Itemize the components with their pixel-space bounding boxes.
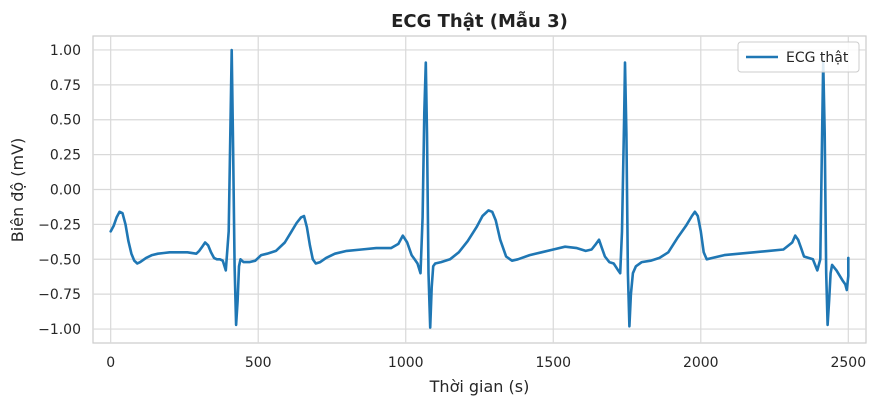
y-tick-label: −0.50 (38, 252, 81, 268)
x-tick-label: 1000 (388, 355, 424, 371)
x-tick-label: 500 (245, 355, 272, 371)
x-tick-labels: 0 500 1000 1500 2000 2500 (106, 355, 866, 371)
x-tick-label: 1500 (535, 355, 571, 371)
chart-title: ECG Thật (Mẫu 3) (391, 10, 568, 32)
x-axis-label: Thời gian (s) (429, 377, 530, 396)
y-tick-labels: −1.00 −0.75 −0.50 −0.25 0.00 0.25 0.50 0.75 1.00 (38, 43, 81, 338)
x-tick-label: 2500 (830, 355, 866, 371)
legend-box (737, 41, 860, 73)
x-tick-label: 2000 (683, 355, 719, 371)
y-tick-label: 1.00 (50, 43, 81, 59)
legend-label: ECG thật (786, 50, 849, 66)
y-tick-label: 0.00 (50, 183, 81, 199)
y-tick-label: −1.00 (38, 322, 81, 338)
y-tick-label: −0.75 (38, 287, 81, 303)
x-tick-label: 0 (106, 355, 115, 371)
y-tick-label: 0.75 (50, 78, 81, 94)
y-tick-label: −0.25 (38, 217, 81, 233)
y-tick-label: 0.25 (50, 148, 81, 164)
y-tick-label: 0.50 (50, 113, 81, 129)
series-line-ecg (109, 48, 850, 329)
legend: ECG thật (737, 41, 860, 73)
y-axis-label: Biên độ (mV) (8, 138, 27, 243)
